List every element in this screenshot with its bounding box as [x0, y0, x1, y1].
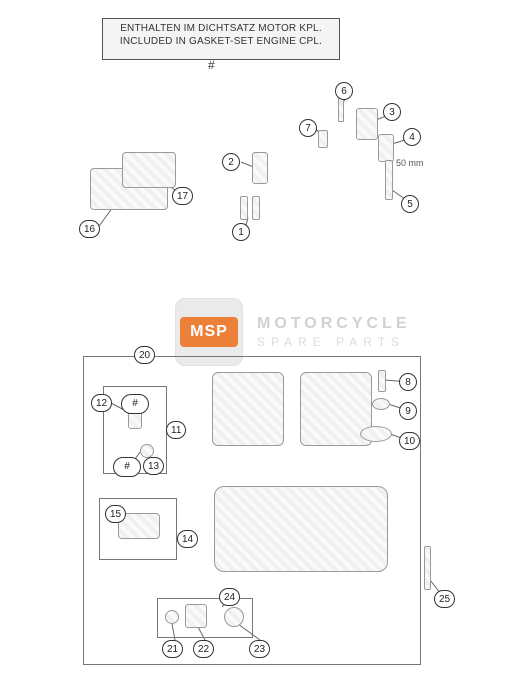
- watermark-line-2: SPARE PARTS: [257, 335, 410, 349]
- diagram-stage: ENTHALTEN IM DICHTSATZ MOTOR KPL. INCLUD…: [0, 0, 512, 693]
- callout-1: 1: [232, 223, 250, 241]
- callout-11: 11: [166, 421, 186, 439]
- sensor-4-body: [378, 134, 394, 162]
- bolt-8: [378, 370, 386, 392]
- note-hash-label: #: [208, 58, 215, 72]
- callout-17: 17: [172, 187, 193, 205]
- tube-5: [385, 160, 393, 200]
- throttle-body: [214, 486, 388, 572]
- screw-7: [318, 130, 328, 148]
- part-22: [185, 604, 207, 628]
- callout-8: 8: [399, 373, 417, 391]
- callout-2: 2: [222, 153, 240, 171]
- callout-9: 9: [399, 402, 417, 420]
- callout-14: 14: [177, 530, 198, 548]
- callout-5: 5: [401, 195, 419, 213]
- callout-15: 15: [105, 505, 126, 523]
- ecu-cover: [122, 152, 176, 188]
- intake-left: [212, 372, 284, 446]
- pin-25: [424, 546, 431, 590]
- sensor-3-body: [356, 108, 378, 140]
- ring-10: [360, 426, 392, 442]
- callout-21: 21: [162, 640, 183, 658]
- callout-4: 4: [403, 128, 421, 146]
- bolt-1a: [240, 196, 248, 220]
- callout-22: 22: [193, 640, 214, 658]
- note-line-1: ENTHALTEN IM DICHTSATZ MOTOR KPL.: [109, 23, 333, 36]
- dimension-label-50mm: 50 mm: [396, 158, 424, 168]
- hash-bubble: #: [121, 394, 149, 414]
- callout-3: 3: [383, 103, 401, 121]
- screw-6: [338, 98, 344, 122]
- oring-13: [140, 444, 154, 458]
- bolt-1b: [252, 196, 260, 220]
- valve-2: [252, 152, 268, 184]
- callout-16: 16: [79, 220, 100, 238]
- gasket-note-box: ENTHALTEN IM DICHTSATZ MOTOR KPL. INCLUD…: [102, 18, 340, 60]
- hash-bubble: #: [113, 457, 141, 477]
- callout-6: 6: [335, 82, 353, 100]
- note-line-2: INCLUDED IN GASKET-SET ENGINE CPL.: [109, 36, 333, 49]
- watermark-text: MOTORCYCLE SPARE PARTS: [257, 315, 410, 349]
- callout-13: 13: [143, 457, 164, 475]
- ring-9: [372, 398, 390, 410]
- callout-20: 20: [134, 346, 155, 364]
- callout-24: 24: [219, 588, 240, 606]
- part-21: [165, 610, 179, 624]
- watermark-line-1: MOTORCYCLE: [257, 315, 410, 333]
- callout-7: 7: [299, 119, 317, 137]
- watermark-badge-text: MSP: [180, 317, 238, 347]
- callout-12: 12: [91, 394, 112, 412]
- callout-23: 23: [249, 640, 270, 658]
- callout-25: 25: [434, 590, 455, 608]
- callout-10: 10: [399, 432, 420, 450]
- part-23: [224, 607, 244, 627]
